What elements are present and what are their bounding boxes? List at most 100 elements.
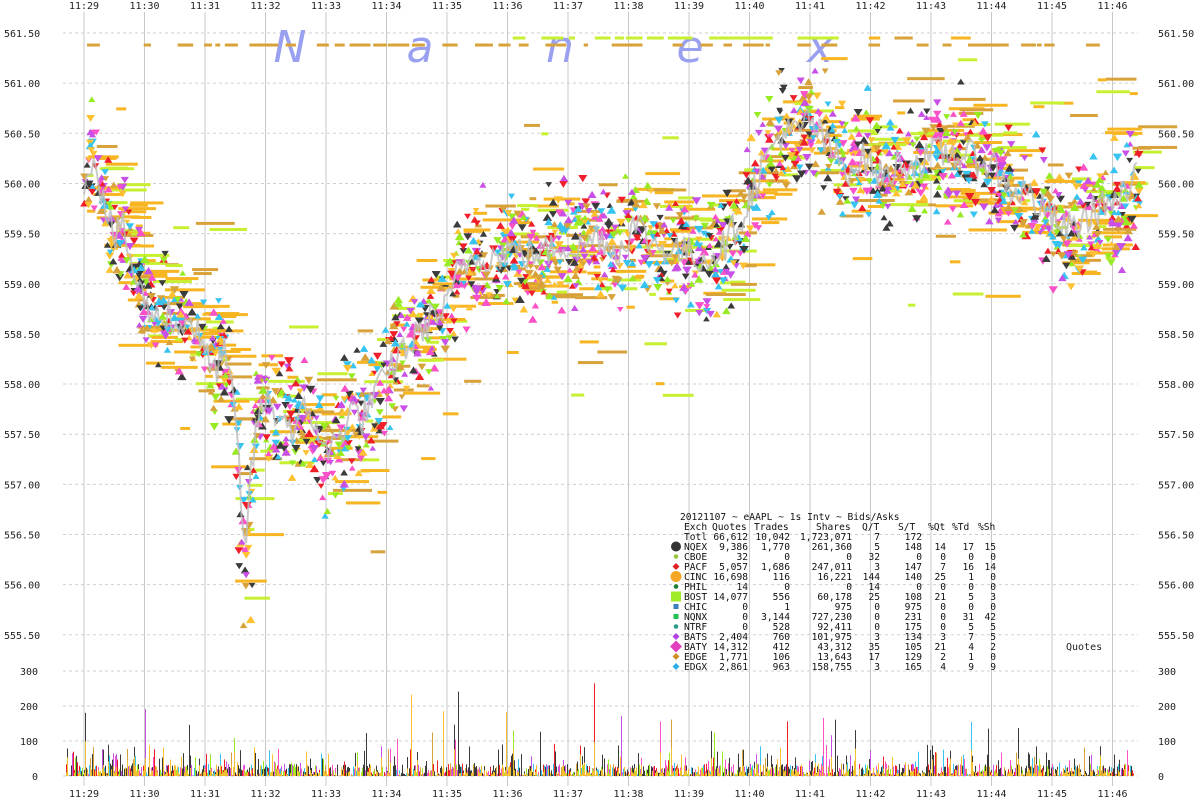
quote-count-bar — [520, 775, 521, 776]
quote-count-bar — [983, 771, 984, 776]
quote-level-mark — [364, 439, 399, 443]
quote-marker — [129, 237, 139, 245]
quote-count-bar — [671, 719, 672, 776]
quote-count-bar — [581, 774, 582, 776]
quote-count-bar — [979, 763, 980, 776]
quote-marker — [118, 251, 126, 258]
quote-marker — [821, 68, 829, 74]
quote-count-bar — [922, 772, 923, 776]
legend-column-header: Q/T — [862, 522, 880, 533]
quote-marker — [291, 397, 298, 403]
quote-level-mark — [130, 201, 164, 205]
quote-level-mark — [387, 43, 402, 47]
quote-level-mark — [915, 177, 942, 181]
quote-level-mark — [524, 289, 544, 293]
quote-count-bar — [107, 775, 108, 776]
quote-marker — [414, 317, 425, 326]
quote-count-bar — [1067, 771, 1068, 776]
quote-count-bar — [683, 774, 684, 776]
quote-count-bar — [1058, 775, 1059, 776]
quote-count-bar — [348, 772, 349, 776]
quote-level-mark — [943, 195, 977, 199]
quote-marker — [589, 254, 599, 262]
quote-marker — [1028, 228, 1036, 234]
quote-count-bar — [617, 772, 618, 776]
quote-count-bar — [866, 768, 867, 776]
quote-marker — [1032, 130, 1041, 138]
quote-marker — [465, 275, 473, 282]
quote-level-mark — [173, 226, 190, 230]
quote-count-bar — [758, 764, 759, 776]
quote-count-bar — [262, 769, 263, 776]
quote-count-bar — [267, 771, 268, 776]
quote-marker — [607, 237, 617, 246]
quote-count-bar — [273, 771, 274, 776]
quote-marker — [811, 160, 820, 168]
quote-count-bar — [678, 768, 679, 776]
quote-count-bar — [545, 766, 546, 776]
quote-marker — [820, 185, 828, 191]
quote-marker — [948, 206, 957, 213]
quote-marker — [107, 203, 115, 210]
quote-marker — [921, 207, 929, 214]
quote-marker — [598, 281, 606, 288]
quote-count-bar — [421, 775, 422, 776]
quote-marker — [115, 240, 125, 248]
quote-count-bar — [533, 771, 534, 776]
quote-count-bar — [330, 767, 331, 776]
quote-count-bar — [1079, 772, 1080, 776]
quote-marker — [111, 204, 119, 211]
quote-level-mark — [104, 243, 141, 247]
quote-count-bar — [780, 759, 781, 776]
quote-marker — [305, 460, 315, 468]
quote-marker — [1011, 207, 1019, 214]
quote-level-mark — [626, 305, 635, 309]
quote-marker — [822, 113, 830, 120]
quote-count-bar — [734, 774, 735, 776]
quote-count-bar — [171, 771, 172, 776]
time-tick-label-top: 11:30 — [129, 1, 159, 12]
quote-marker — [409, 366, 418, 374]
quote-count-bar — [727, 775, 728, 776]
quote-level-mark — [1044, 43, 1055, 47]
quote-count-bar — [373, 771, 374, 776]
quote-level-mark — [731, 36, 739, 40]
quote-count-bar — [934, 765, 935, 776]
quote-marker — [428, 345, 436, 351]
quote-level-mark — [1107, 127, 1142, 131]
quote-marker — [1106, 259, 1116, 267]
quote-marker — [1052, 187, 1059, 194]
quote-marker — [568, 242, 579, 251]
quote-count-bar — [633, 773, 634, 776]
quote-level-mark — [131, 215, 152, 219]
quote-marker — [139, 255, 150, 263]
quote-count-bar — [794, 774, 795, 776]
quote-count-bar — [966, 768, 967, 776]
quote-marker — [310, 456, 319, 463]
quote-marker — [959, 139, 967, 146]
quote-level-mark — [357, 360, 379, 364]
quote-marker — [298, 415, 308, 423]
quote-count-bar — [67, 757, 68, 776]
quote-count-bar — [184, 772, 185, 776]
quote-marker — [628, 260, 637, 267]
quote-marker — [864, 148, 872, 155]
quote-count-bar — [804, 773, 805, 776]
quote-marker — [775, 70, 783, 77]
quote-marker — [156, 295, 165, 302]
quote-count-bar — [502, 744, 503, 776]
quote-tick-label-right: 200 — [1158, 702, 1176, 713]
quote-count-bar — [886, 768, 887, 776]
legend: 20121107 ~ eAAPL ~ 1s Intv ~ Bids/AsksEx… — [670, 512, 996, 673]
quote-count-bar — [875, 774, 876, 776]
quote-marker — [932, 177, 941, 184]
quote-marker — [431, 271, 441, 279]
quote-marker — [901, 137, 912, 145]
quote-count-bar — [705, 773, 706, 776]
quote-marker — [712, 310, 721, 318]
quote-count-bar — [431, 770, 432, 776]
quote-marker — [317, 483, 325, 489]
quote-count-bar — [232, 774, 233, 776]
quote-marker — [342, 364, 353, 373]
